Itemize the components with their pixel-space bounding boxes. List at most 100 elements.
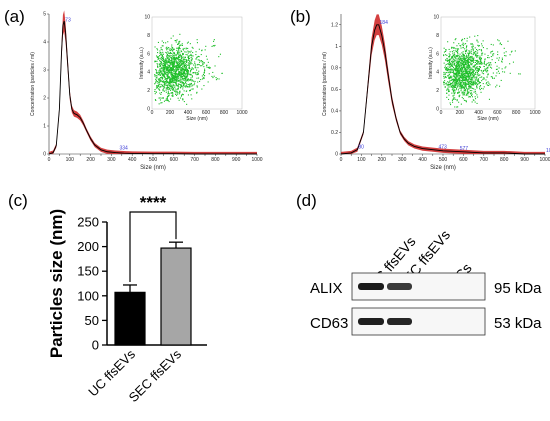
scatter-point — [481, 52, 483, 54]
scatter-point — [461, 60, 463, 62]
scatter-point — [195, 67, 197, 69]
scatter-point — [178, 71, 180, 73]
scatter-point — [455, 76, 457, 78]
scatter-point — [464, 62, 466, 64]
scatter-point — [166, 85, 168, 87]
x-tick-label: 500 — [439, 157, 448, 163]
scatter-point — [169, 86, 171, 88]
scatter-point — [455, 75, 457, 77]
scatter-point — [171, 73, 173, 75]
scatter-point — [451, 76, 453, 78]
scatter-point — [166, 57, 168, 59]
scatter-point — [191, 76, 193, 78]
scatter-point — [447, 75, 449, 77]
scatter-point — [195, 58, 197, 60]
y-tick-label: 0 — [43, 152, 46, 158]
scatter-point — [443, 73, 445, 75]
scatter-point — [475, 70, 477, 72]
scatter-point — [170, 49, 172, 51]
scatter-point — [169, 50, 171, 52]
scatter-point — [196, 74, 198, 76]
scatter-point — [161, 81, 163, 83]
scatter-point — [460, 85, 462, 87]
scatter-point — [458, 59, 460, 61]
scatter-point — [466, 78, 468, 80]
scatter-point — [172, 65, 174, 67]
scatter-point — [171, 77, 173, 79]
scatter-point — [182, 52, 184, 54]
scatter-point — [160, 92, 162, 94]
scatter-point — [163, 68, 165, 70]
scatter-point — [466, 72, 468, 74]
scatter-point — [486, 82, 488, 84]
scatter-point — [179, 93, 181, 95]
scatter-point — [448, 77, 450, 79]
scatter-point — [206, 65, 208, 67]
scatter-point — [457, 49, 459, 51]
scatter-point — [475, 83, 477, 85]
scatter-point — [443, 54, 445, 56]
scatter-point — [171, 46, 173, 48]
scatter-point — [450, 77, 452, 79]
scatter-point — [492, 50, 494, 52]
scatter-point — [164, 62, 166, 64]
scatter-point — [170, 61, 172, 63]
scatter-point — [459, 71, 461, 73]
scatter-point — [462, 87, 464, 89]
scatter-point — [165, 91, 167, 93]
scatter-point — [197, 73, 199, 75]
error-band — [341, 14, 545, 154]
scatter-point — [176, 77, 178, 79]
scatter-point — [156, 71, 158, 73]
scatter-point — [474, 68, 476, 70]
scatter-point — [175, 80, 177, 82]
scatter-point — [453, 75, 455, 77]
scatter-point — [454, 55, 456, 57]
scatter-point — [477, 68, 479, 70]
scatter-point — [166, 98, 168, 100]
scatter-point — [451, 86, 453, 88]
scatter-point — [454, 78, 456, 80]
scatter-point — [175, 83, 177, 85]
scatter-point — [476, 82, 478, 84]
scatter-point — [463, 89, 465, 91]
scatter-point — [186, 42, 188, 44]
scatter-point — [455, 55, 457, 57]
scatter-point — [466, 80, 468, 82]
scatter-point — [458, 91, 460, 93]
scatter-point — [160, 48, 162, 50]
scatter-point — [204, 69, 206, 71]
scatter-point — [187, 47, 189, 49]
scatter-point — [203, 62, 205, 64]
scatter-point — [476, 83, 478, 85]
scatter-point — [175, 54, 177, 56]
scatter-point — [471, 77, 473, 79]
scatter-point — [447, 85, 449, 87]
scatter-point — [463, 60, 465, 62]
scatter-point — [472, 58, 474, 60]
scatter-point — [187, 75, 189, 77]
scatter-point — [485, 83, 487, 85]
scatter-point — [469, 58, 471, 60]
scatter-point — [190, 77, 192, 79]
scatter-point — [186, 85, 188, 87]
scatter-point — [452, 55, 454, 57]
scatter-point — [475, 92, 477, 94]
scatter-point — [182, 99, 184, 101]
scatter-point — [164, 64, 166, 66]
scatter-point — [452, 46, 454, 48]
scatter-point — [495, 86, 497, 88]
scatter-point — [168, 71, 170, 73]
scatter-point — [192, 72, 194, 74]
scatter-point — [483, 61, 485, 63]
scatter-point — [182, 88, 184, 90]
scatter-point — [179, 75, 181, 77]
scatter-point — [161, 97, 163, 99]
panel-a-y-axis-label: Concentration (particles / ml) — [30, 52, 36, 116]
scatter-point — [163, 80, 165, 82]
scatter-point — [447, 81, 449, 83]
scatter-point — [444, 86, 446, 88]
y-tick-label: 4 — [43, 40, 46, 46]
scatter-point — [172, 53, 174, 55]
scatter-point — [463, 43, 465, 45]
